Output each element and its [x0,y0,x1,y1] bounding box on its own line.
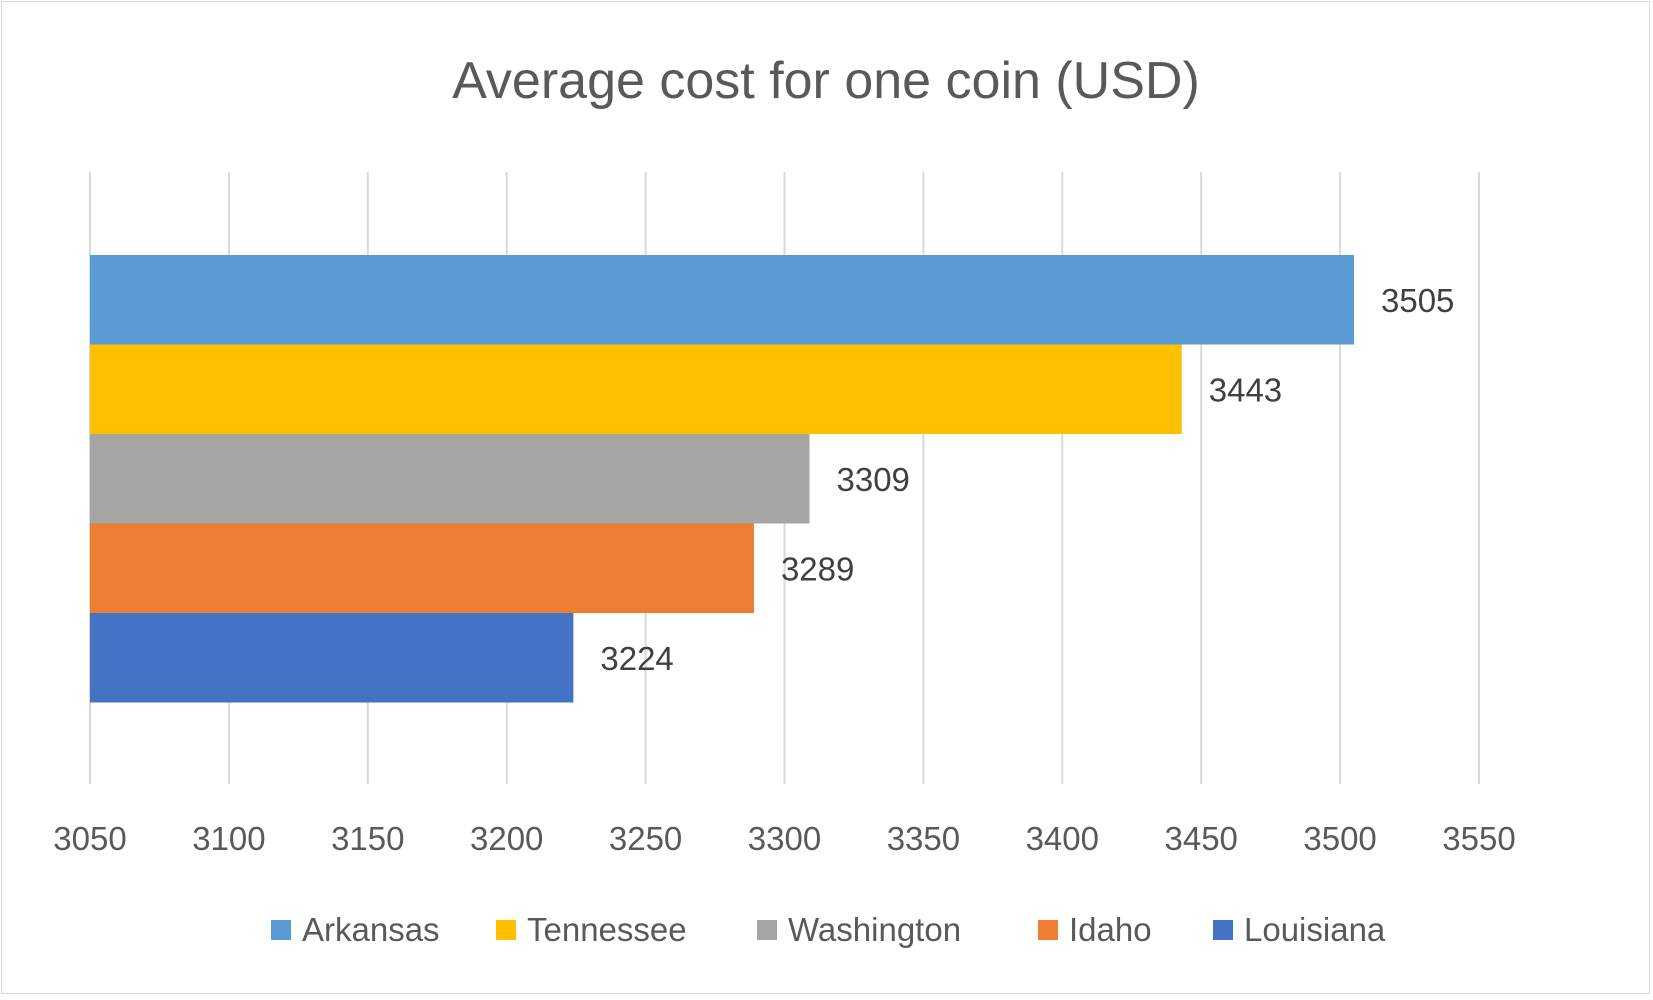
legend-item-tennessee[interactable]: Tennessee [496,911,687,948]
legend-label-arkansas: Arkansas [302,911,440,948]
chart-title: Average cost for one coin (USD) [452,52,1200,110]
x-axis-ticks: 3050 3100 3150 3200 3250 3300 3350 3400 3450 3500… [53,820,1515,857]
x-tick-label-2: 3150 [331,820,404,857]
legend-item-arkansas[interactable]: Arkansas [271,911,440,948]
x-tick-label-7: 3400 [1026,820,1099,857]
bar-washington [90,434,810,524]
legend-item-louisiana[interactable]: Louisiana [1213,911,1386,948]
data-label-tennessee: 3443 [1209,371,1282,408]
data-label-washington: 3309 [837,461,910,498]
data-labels: 3505 3443 3309 3289 3224 [600,282,1454,677]
legend-swatch-tennessee [496,920,516,940]
x-tick-label-4: 3250 [609,820,682,857]
x-tick-label-6: 3350 [887,820,960,857]
bar-idaho [90,523,754,613]
data-label-idaho: 3289 [781,550,854,587]
bar-arkansas [90,255,1354,345]
legend-swatch-idaho [1038,920,1058,940]
legend-swatch-louisiana [1213,920,1233,940]
x-tick-label-10: 3550 [1442,820,1515,857]
x-tick-label-3: 3200 [470,820,543,857]
x-tick-label-1: 3100 [192,820,265,857]
bar-louisiana [90,613,574,703]
legend-item-idaho[interactable]: Idaho [1038,911,1152,948]
x-tick-label-9: 3500 [1303,820,1376,857]
legend-swatch-arkansas [271,920,291,940]
x-tick-label-8: 3450 [1164,820,1237,857]
bars [90,255,1354,703]
legend-label-idaho: Idaho [1069,911,1152,948]
legend-label-washington: Washington [788,911,961,948]
legend[interactable]: Arkansas Tennessee Washington Idaho Louisian… [271,911,1386,948]
x-tick-label-5: 3300 [748,820,821,857]
data-label-louisiana: 3224 [600,640,673,677]
bar-tennessee [90,344,1182,434]
legend-swatch-washington [757,920,777,940]
legend-label-louisiana: Louisiana [1244,911,1386,948]
data-label-arkansas: 3505 [1381,282,1454,319]
legend-label-tennessee: Tennessee [527,911,687,948]
x-tick-label-0: 3050 [53,820,126,857]
legend-item-washington[interactable]: Washington [757,911,961,948]
